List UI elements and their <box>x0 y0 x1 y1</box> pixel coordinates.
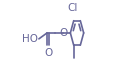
Text: O: O <box>44 48 53 58</box>
Text: HO: HO <box>22 34 38 44</box>
Text: Cl: Cl <box>67 3 77 13</box>
Text: O: O <box>59 28 67 38</box>
